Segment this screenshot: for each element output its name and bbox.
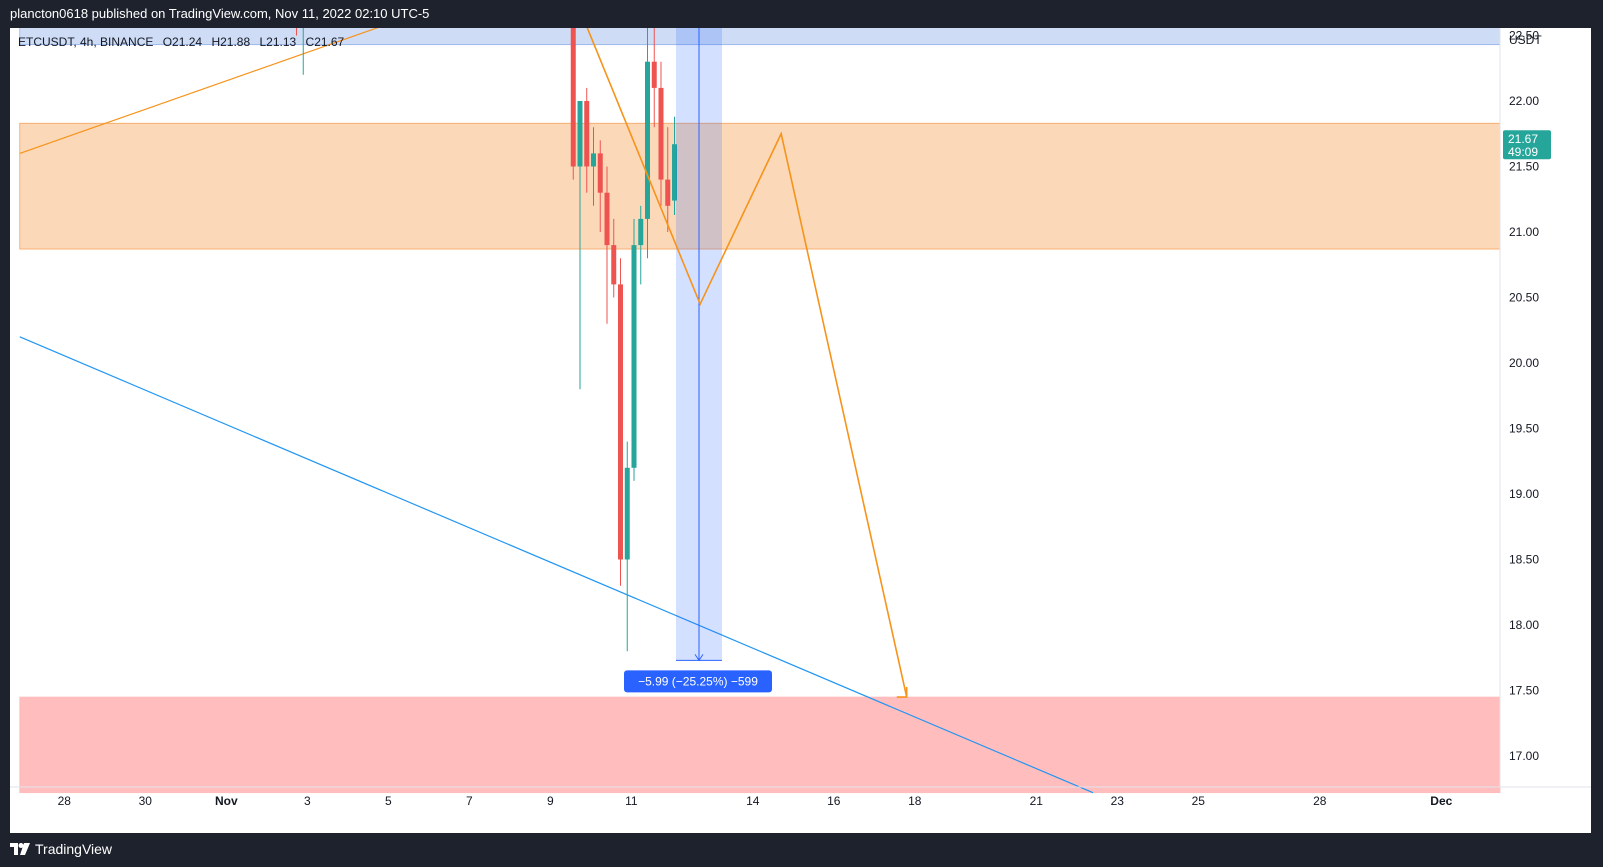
x-tick-label: 11 [625, 794, 638, 808]
candle [631, 218, 637, 481]
red-zone [19, 696, 1501, 794]
x-tick-label: Dec [1430, 794, 1452, 808]
x-tick-label: 14 [746, 794, 760, 808]
measure-label: −5.99 (−25.25%) −599 [638, 674, 758, 688]
candle [597, 140, 603, 232]
y-tick-label: 21.50 [1509, 160, 1539, 174]
mid-orange-zone [19, 122, 1501, 250]
chart-canvas[interactable]: 0.786(27.21)0.618(25.78)0.5(24.77)0.382(… [10, 28, 1591, 833]
y-tick-label: 19.50 [1509, 422, 1539, 436]
last-price-countdown: 49:09 [1508, 145, 1538, 159]
y-tick-label: 17.00 [1509, 749, 1539, 763]
x-tick-label: 16 [827, 794, 841, 808]
candle-body [584, 101, 590, 167]
x-tick-label: 7 [466, 794, 473, 808]
lower-channel-line [19, 28, 379, 154]
publisher-header: plancton0618 published on TradingView.co… [0, 0, 1603, 28]
candle [302, 28, 304, 75]
candle-body [577, 101, 583, 167]
x-tick-label: 23 [1111, 794, 1125, 808]
tradingview-brand-text: TradingView [35, 841, 113, 857]
legend-low: L21.13 [259, 35, 296, 49]
projection-arrowhead [896, 687, 908, 698]
candle [604, 166, 610, 324]
candle [611, 218, 617, 298]
footer: TradingView [0, 833, 1603, 867]
zones-layer [19, 28, 1501, 794]
candle [584, 87, 590, 193]
y-tick-label: 17.50 [1509, 684, 1539, 698]
symbol-legend[interactable]: ETCUSDT, 4h, BINANCE O21.24 H21.88 L21.1… [18, 35, 345, 49]
y-tick-label: 21.00 [1509, 225, 1539, 239]
candle [651, 28, 657, 128]
candle [591, 127, 596, 206]
y-tick-label: 22.50 [1509, 29, 1539, 43]
candle-body [672, 144, 677, 201]
candle-body [631, 245, 637, 468]
last-price-badge [1503, 130, 1551, 160]
candle [618, 258, 623, 586]
candles-layer [296, 28, 677, 652]
candle [645, 28, 650, 259]
y-tick-label: 19.00 [1509, 487, 1539, 501]
last-price-value: 21.67 [1508, 132, 1538, 146]
candle-body [624, 467, 630, 560]
legend-close: C21.67 [306, 35, 345, 49]
candle-body [645, 61, 650, 219]
measure-arrow-head [694, 654, 704, 662]
trendlines-layer [19, 28, 1094, 794]
publisher-text: plancton0618 published on TradingView.co… [10, 6, 430, 21]
candle [624, 441, 630, 652]
measure-label-box [624, 670, 772, 693]
candle [672, 116, 677, 215]
x-tick-label: 3 [304, 794, 311, 808]
candle-body [611, 245, 617, 285]
y-tick-label: 22.00 [1509, 94, 1539, 108]
candle [577, 101, 583, 390]
tradingview-logo-icon [10, 843, 30, 855]
candle-body [604, 192, 610, 246]
support-line [19, 336, 1094, 794]
candle-body [658, 87, 664, 180]
candle-body [591, 153, 596, 167]
candle [658, 61, 664, 206]
x-tick-label: 21 [1030, 794, 1044, 808]
x-tick-label: 30 [139, 794, 153, 808]
candle-body [638, 218, 644, 246]
y-tick-label: 20.50 [1509, 291, 1539, 305]
x-tick-label: 5 [385, 794, 392, 808]
y-tick-label: 18.00 [1509, 618, 1539, 632]
x-tick-label: 28 [58, 794, 72, 808]
x-tick-label: Nov [215, 794, 238, 808]
overlay-layer: −5.99 (−25.25%) −599 [586, 28, 908, 698]
candle [665, 127, 671, 232]
blue-zone [19, 28, 1501, 46]
legend-symbol: ETCUSDT, 4h, BINANCE [18, 35, 153, 49]
chart-frame[interactable]: 0.786(27.21)0.618(25.78)0.5(24.77)0.382(… [10, 28, 1591, 833]
x-tick-label: 28 [1313, 794, 1327, 808]
candle-body [665, 179, 671, 206]
y-tick-label: 20.00 [1509, 356, 1539, 370]
candle-body [651, 61, 657, 88]
candle [638, 205, 644, 285]
candle-body [597, 153, 603, 193]
candle-body [618, 284, 623, 560]
axes-layer: USDT 17.00 17.50 18.00 18.50 19.00 19.50 20.00… [10, 28, 1591, 808]
candle [570, 28, 576, 180]
legend-open: O21.24 [163, 35, 203, 49]
candle-body [570, 28, 576, 167]
projection-path [586, 28, 908, 698]
x-tick-label: 18 [908, 794, 922, 808]
legend-high: H21.88 [211, 35, 250, 49]
x-tick-label: 9 [547, 794, 554, 808]
price-axis-unit: USDT [1509, 33, 1542, 47]
svg-text:ETCUSDT, 4h, BINANCE O: ETCUSDT, 4h, BINANCE O21.24 H21.88 L21.1… [18, 35, 345, 49]
tradingview-logo[interactable]: TradingView [10, 841, 112, 857]
x-tick-label: 25 [1192, 794, 1206, 808]
y-tick-label: 18.50 [1509, 553, 1539, 567]
